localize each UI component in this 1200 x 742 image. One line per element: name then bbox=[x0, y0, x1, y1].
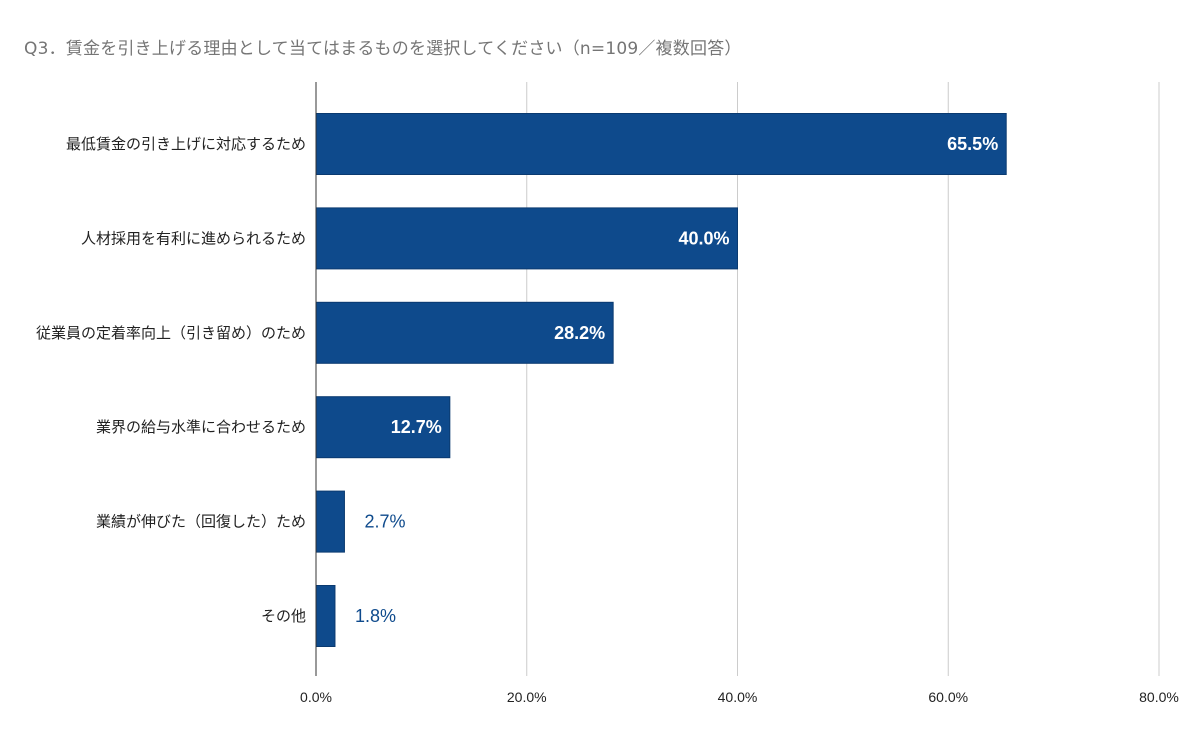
x-tick-label: 60.0% bbox=[928, 689, 968, 705]
x-tick-label: 0.0% bbox=[300, 689, 332, 705]
value-label: 2.7% bbox=[364, 512, 405, 532]
bar bbox=[315, 301, 614, 364]
x-tick-label: 20.0% bbox=[507, 689, 547, 705]
category-label: 業界の給与水準に合わせるため bbox=[96, 418, 306, 436]
value-labels: 65.5% 40.0% 28.2% 12.7% 2.7% 1.8% bbox=[355, 134, 998, 626]
category-label: 従業員の定着率向上（引き留め）のため bbox=[36, 324, 306, 342]
category-labels: 最低賃金の引き上げに対応するため人材採用を有利に進められるため従業員の定着率向上… bbox=[36, 135, 306, 625]
chart-title: Q3．賃金を引き上げる理由として当てはまるものを選択してください（n=109／複… bbox=[24, 39, 742, 59]
bar bbox=[315, 113, 1007, 175]
bar bbox=[315, 207, 738, 270]
x-axis-ticks: 0.0% 20.0% 40.0% 60.0% 80.0% bbox=[300, 689, 1179, 705]
category-label: その他 bbox=[261, 607, 306, 625]
value-label: 40.0% bbox=[678, 228, 729, 248]
value-label: 1.8% bbox=[355, 606, 396, 626]
category-label: 人材採用を有利に進められるため bbox=[81, 229, 306, 247]
bars bbox=[315, 113, 1007, 647]
x-tick-label: 80.0% bbox=[1139, 689, 1179, 705]
gridlines bbox=[526, 82, 1160, 676]
x-tick-label: 40.0% bbox=[718, 689, 758, 705]
value-label: 12.7% bbox=[391, 417, 442, 437]
bar bbox=[315, 490, 345, 553]
bar bbox=[315, 396, 451, 459]
value-label: 28.2% bbox=[554, 323, 605, 343]
value-label: 65.5% bbox=[947, 134, 998, 154]
bar bbox=[315, 585, 336, 647]
category-label: 最低賃金の引き上げに対応するため bbox=[66, 135, 306, 153]
category-label: 業績が伸びた（回復した）ため bbox=[96, 513, 306, 531]
